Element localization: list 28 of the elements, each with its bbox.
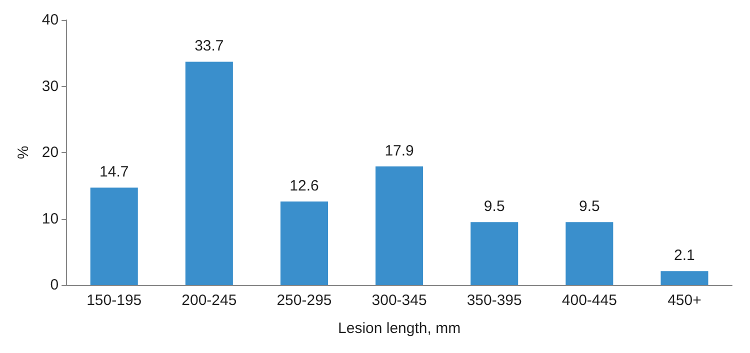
data-label: 17.9 (384, 142, 414, 160)
y-tick-label: 0 (50, 276, 59, 294)
data-label: 12.6 (290, 178, 319, 195)
y-tick-label: 40 (42, 12, 59, 28)
y-tick-label: 10 (42, 210, 59, 228)
data-label: 14.7 (100, 164, 129, 181)
y-tick-label: 30 (42, 78, 59, 95)
bar (185, 62, 233, 285)
x-tick-label: 400-445 (562, 292, 617, 309)
x-tick-label: 300-345 (372, 292, 427, 309)
bar (376, 166, 424, 285)
data-label: 33.7 (194, 38, 224, 55)
x-tick-label: 150-195 (86, 292, 142, 309)
data-label: 2.1 (674, 247, 695, 264)
bar (566, 222, 614, 285)
y-tick-label: 20 (42, 144, 59, 161)
y-axis-title: % (15, 146, 32, 160)
bar (280, 202, 328, 285)
x-axis-title: Lesion length, mm (338, 320, 461, 337)
bar (90, 188, 138, 285)
bar (470, 222, 518, 285)
x-tick-label: 350-395 (466, 292, 522, 309)
bar (660, 271, 708, 285)
x-tick-label: 450+ (668, 292, 702, 309)
x-tick-label: 250-295 (276, 292, 332, 309)
data-label: 9.5 (578, 198, 600, 216)
data-label: 9.5 (484, 198, 505, 216)
x-tick-label: 200-245 (182, 292, 237, 309)
